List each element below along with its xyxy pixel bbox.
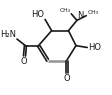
Text: N: N xyxy=(77,11,84,20)
Text: O: O xyxy=(20,57,27,66)
Text: HO: HO xyxy=(88,43,101,52)
Text: CH₃: CH₃ xyxy=(59,8,70,13)
Text: HO: HO xyxy=(31,10,44,19)
Text: O: O xyxy=(63,74,70,83)
Text: H₂N: H₂N xyxy=(0,30,16,39)
Text: CH₃: CH₃ xyxy=(87,10,98,15)
